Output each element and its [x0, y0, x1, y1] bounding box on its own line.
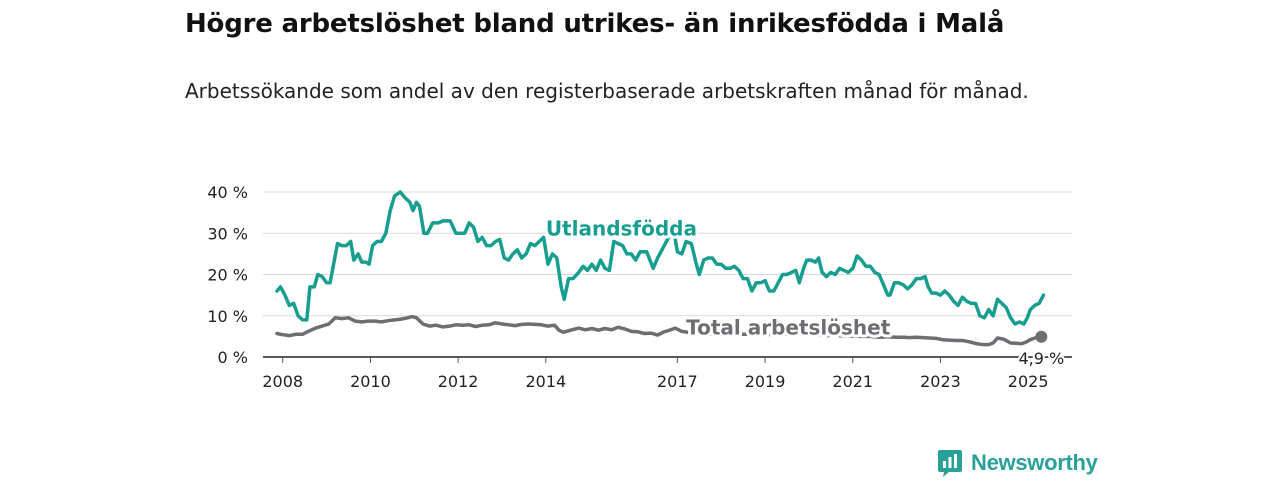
newsworthy-logo: Newsworthy: [937, 448, 1098, 478]
x-tick-label: 2008: [262, 372, 303, 391]
series-label: Utlandsfödda: [546, 216, 697, 240]
y-tick-label: 10 %: [207, 307, 248, 326]
line-chart: 0 % 10 % 20 % 30 % 40 % 2008 2010 2012 2014 2017 2…: [207, 183, 1072, 391]
y-tick-label: 30 %: [207, 224, 248, 243]
y-tick-label: 0 %: [218, 348, 248, 367]
chart-subtitle: Arbetssökande som andel av den registerb…: [185, 79, 1029, 103]
x-tick-label: 2017: [657, 372, 698, 391]
x-tick-label: 2021: [832, 372, 873, 391]
x-tick-label: 2025: [1008, 372, 1049, 391]
newsworthy-logo-text: Newsworthy: [971, 450, 1098, 475]
end-value-label: 4,9 %: [1018, 349, 1064, 368]
series-label: Total arbetslöshet: [686, 316, 891, 340]
x-tick-label: 2014: [525, 372, 566, 391]
newsworthy-logo-icon: [938, 450, 962, 477]
y-tick-label: 20 %: [207, 266, 248, 285]
y-tick-label: 40 %: [207, 183, 248, 202]
chart-title: Högre arbetslöshet bland utrikes- än inr…: [185, 9, 1005, 39]
series-line-total-arbetsl-shet: [275, 314, 1044, 347]
series-line-utlandsf-dda: [275, 190, 1046, 326]
end-point-marker: [1035, 330, 1048, 343]
x-tick-label: 2012: [438, 372, 479, 391]
x-tick-label: 2023: [920, 372, 961, 391]
x-tick-label: 2019: [745, 372, 786, 391]
x-tick-label: 2010: [350, 372, 391, 391]
